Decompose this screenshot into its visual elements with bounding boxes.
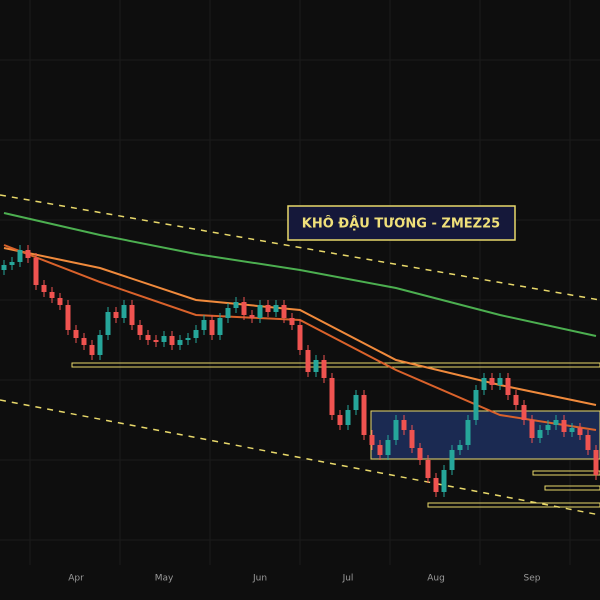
candle-body [153, 340, 159, 342]
candle-body [177, 340, 183, 345]
candle-body [489, 378, 495, 385]
drawings [0, 194, 600, 516]
x-tick-label: Aug [427, 574, 445, 584]
candle-body [313, 360, 319, 372]
candle-body [473, 390, 479, 420]
candle-body [481, 378, 487, 390]
candle-body [369, 435, 375, 445]
candle-body [385, 440, 391, 455]
candle-body [281, 305, 287, 318]
candle-body [289, 318, 295, 325]
candle-body [81, 338, 87, 345]
candle-body [233, 302, 239, 308]
candle-body [33, 258, 39, 285]
candle-body [337, 415, 343, 425]
candle-body [449, 450, 455, 470]
candle-body [401, 420, 407, 430]
level [544, 485, 600, 491]
candle-body [65, 305, 71, 330]
candle-body [225, 308, 231, 318]
x-tick-label: Sep [524, 574, 541, 584]
candle-body [561, 420, 567, 432]
candle-body [497, 378, 503, 385]
candle-body [521, 405, 527, 420]
range-box [370, 410, 600, 460]
candle-body [457, 445, 463, 450]
candle-body [417, 448, 423, 460]
candle-body [569, 428, 575, 432]
x-tick-label: May [155, 574, 174, 584]
candle-body [97, 335, 103, 355]
x-tick-label: Jun [252, 574, 267, 584]
candle-body [1, 265, 7, 270]
candle-body [113, 312, 119, 318]
candle-body [137, 325, 143, 335]
candle-body [537, 430, 543, 438]
candle-body [329, 378, 335, 415]
plot [1, 212, 599, 497]
chart-title: KHÔ ĐẬU TƯƠNG - ZMEZ25 [302, 216, 500, 232]
candle-body [433, 478, 439, 492]
candle-body [361, 395, 367, 435]
level [71, 362, 600, 368]
channel-upper [0, 194, 600, 301]
candle-body [257, 305, 263, 318]
candle-body [185, 338, 191, 340]
candle-body [393, 420, 399, 440]
candle-body [345, 410, 351, 425]
candle-body [377, 445, 383, 455]
candle-body [505, 378, 511, 395]
candle-body [577, 428, 583, 435]
candle-body [9, 262, 15, 265]
candle-body [513, 395, 519, 405]
candle-body [161, 336, 167, 342]
candle-body [353, 395, 359, 410]
candle-body [49, 292, 55, 298]
candle-body [585, 435, 591, 450]
x-tick-label: Jul [342, 574, 354, 584]
candle-body [265, 305, 271, 312]
candle-body [201, 320, 207, 330]
candle-body [529, 420, 535, 438]
candle-body [553, 420, 559, 425]
channel-lower [0, 399, 600, 516]
moving-average [3, 212, 597, 337]
candle-body [121, 305, 127, 318]
candle-body [273, 305, 279, 312]
candle-body [241, 302, 247, 315]
candle-body [593, 450, 599, 475]
candle-body [249, 315, 255, 318]
candle-body [57, 298, 63, 305]
candle-body [305, 350, 311, 372]
candle-body [465, 420, 471, 445]
candle-body [297, 325, 303, 350]
candle-body [41, 285, 47, 292]
candle-body [321, 360, 327, 378]
title-box [287, 205, 516, 241]
candle-body [145, 335, 151, 340]
candle-body [217, 318, 223, 335]
candle-body [169, 336, 175, 345]
level [532, 470, 600, 476]
candle-body [409, 430, 415, 448]
candle-body [25, 250, 31, 258]
candle-body [209, 320, 215, 335]
candle-body [441, 470, 447, 492]
candle-body [193, 330, 199, 338]
candle-body [73, 330, 79, 338]
candle-body [425, 460, 431, 478]
candle-body [545, 425, 551, 430]
candle-body [129, 305, 135, 325]
level [427, 502, 600, 508]
candle-body [105, 312, 111, 335]
candle-body [89, 345, 95, 355]
x-tick-label: Apr [68, 574, 84, 584]
candle-body [17, 250, 23, 262]
